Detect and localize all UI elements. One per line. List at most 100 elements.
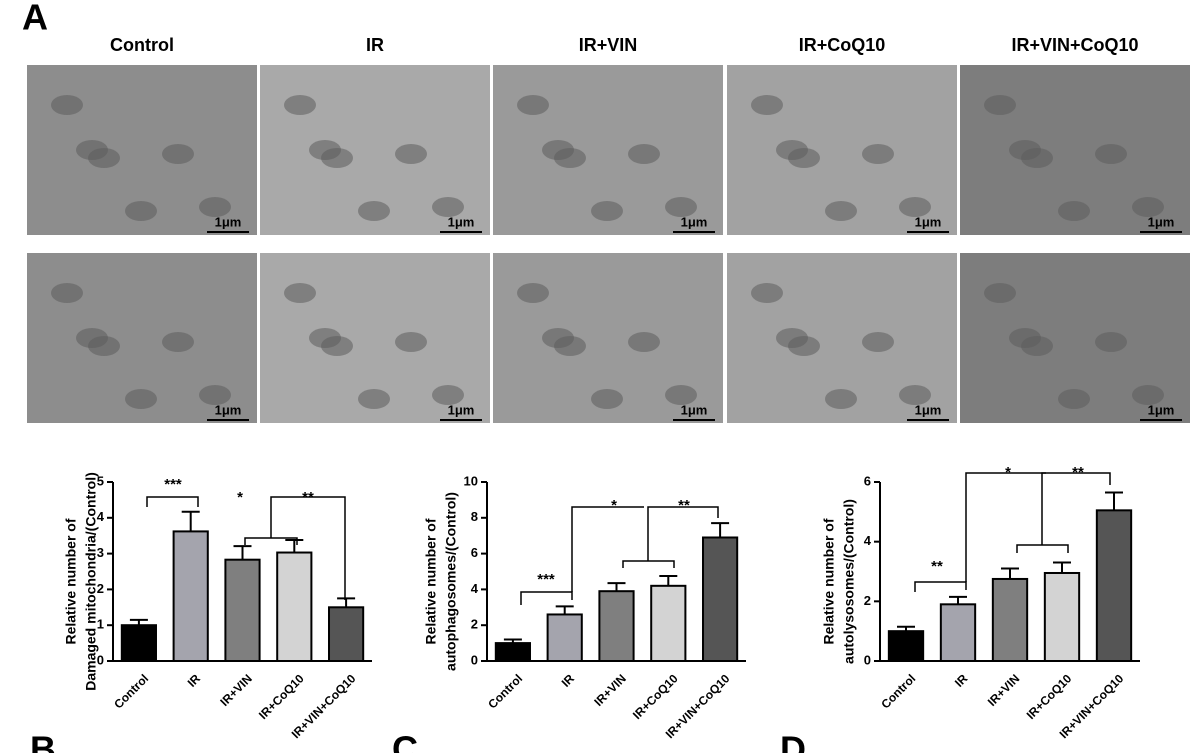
column-title: IR+CoQ10 xyxy=(799,35,886,55)
x-tick-label: IR+VIN xyxy=(591,671,628,708)
organelle xyxy=(628,332,660,352)
significance-bracket xyxy=(146,496,199,507)
micrograph-footer xyxy=(27,235,257,240)
organelle xyxy=(862,144,894,164)
x-tick-label: IR xyxy=(559,671,578,690)
bar xyxy=(1095,509,1133,663)
panel-label: D xyxy=(780,729,806,753)
organelle xyxy=(751,283,783,303)
organelle xyxy=(51,95,83,115)
organelle xyxy=(358,389,390,409)
x-tick-label: Control xyxy=(878,671,918,711)
micrograph-footer xyxy=(260,235,490,240)
x-tick-label: IR+CoQ10 xyxy=(630,671,681,722)
y-tick-label: 1 xyxy=(97,617,104,632)
bar xyxy=(120,624,157,663)
organelle xyxy=(125,201,157,221)
bar xyxy=(172,530,209,662)
y-tick-label: 6 xyxy=(864,473,871,488)
organelle xyxy=(358,201,390,221)
significance-label: ** xyxy=(678,497,690,514)
bar xyxy=(1043,571,1081,662)
bar xyxy=(494,642,531,662)
organelle xyxy=(862,332,894,352)
bar xyxy=(328,606,365,662)
organelle xyxy=(162,144,194,164)
scale-bar-label: 1μm xyxy=(915,214,942,229)
y-tick-label: 5 xyxy=(97,473,104,488)
column-title: IR+VIN+CoQ10 xyxy=(1011,35,1138,55)
organelle xyxy=(665,385,697,405)
scale-bar-label: 1μm xyxy=(448,402,475,417)
organelle xyxy=(1132,197,1164,217)
organelle xyxy=(284,95,316,115)
organelle xyxy=(776,140,808,160)
significance-label: * xyxy=(611,497,617,514)
panel-label: A xyxy=(22,0,48,38)
y-tick-label: 2 xyxy=(471,617,478,632)
organelle xyxy=(162,332,194,352)
micrograph-footer xyxy=(727,235,957,240)
organelle xyxy=(984,283,1016,303)
organelle xyxy=(825,201,857,221)
y-tick-label: 8 xyxy=(471,509,478,524)
organelle xyxy=(776,328,808,348)
significance-bracket xyxy=(1016,544,1069,553)
organelle xyxy=(899,197,931,217)
bar xyxy=(276,551,313,662)
x-tick-label: Control xyxy=(485,671,525,711)
significance-bracket xyxy=(520,591,573,605)
bar xyxy=(598,590,635,662)
y-tick-label: 0 xyxy=(471,652,478,667)
y-tick-label: 0 xyxy=(97,652,104,667)
organelle xyxy=(542,140,574,160)
significance-label: ** xyxy=(931,558,943,575)
column-title: Control xyxy=(110,35,174,55)
x-tick-label: IR+VIN xyxy=(217,671,254,708)
organelle xyxy=(825,389,857,409)
organelle xyxy=(591,389,623,409)
significance-label: ** xyxy=(1072,464,1084,481)
bar xyxy=(702,536,739,662)
organelle xyxy=(51,283,83,303)
bar xyxy=(224,558,261,662)
significance-bracket xyxy=(622,560,675,568)
y-axis-label: Relative number of xyxy=(63,518,79,644)
significance-label: *** xyxy=(537,571,555,588)
organelle xyxy=(309,328,341,348)
y-tick-label: 4 xyxy=(471,581,479,596)
organelle xyxy=(76,140,108,160)
organelle xyxy=(432,385,464,405)
y-tick-label: 2 xyxy=(864,593,871,608)
organelle xyxy=(751,95,783,115)
y-tick-label: 4 xyxy=(97,509,105,524)
organelle xyxy=(542,328,574,348)
micrograph-footer xyxy=(493,235,723,240)
organelle xyxy=(395,332,427,352)
organelle xyxy=(665,197,697,217)
x-tick-label: IR xyxy=(185,671,204,690)
significance-bracket xyxy=(1041,472,1111,545)
bar xyxy=(939,603,977,662)
panel-label: C xyxy=(392,729,418,753)
micrograph-footer xyxy=(727,423,957,428)
y-tick-label: 0 xyxy=(864,652,871,667)
y-tick-label: 4 xyxy=(864,533,872,548)
y-tick-label: 10 xyxy=(464,473,478,488)
organelle xyxy=(1009,140,1041,160)
column-title: IR+VIN xyxy=(579,35,638,55)
organelle xyxy=(1132,385,1164,405)
organelle xyxy=(591,201,623,221)
organelle xyxy=(432,197,464,217)
organelle xyxy=(899,385,931,405)
organelle xyxy=(1058,389,1090,409)
scale-bar-label: 1μm xyxy=(215,214,242,229)
panel-label: B xyxy=(30,729,56,753)
bar xyxy=(650,584,687,663)
x-tick-label: IR+CoQ10 xyxy=(256,671,307,722)
significance-bracket xyxy=(571,506,644,592)
y-axis-label: Relative number of xyxy=(821,518,837,644)
micrograph-footer xyxy=(260,423,490,428)
organelle xyxy=(984,95,1016,115)
